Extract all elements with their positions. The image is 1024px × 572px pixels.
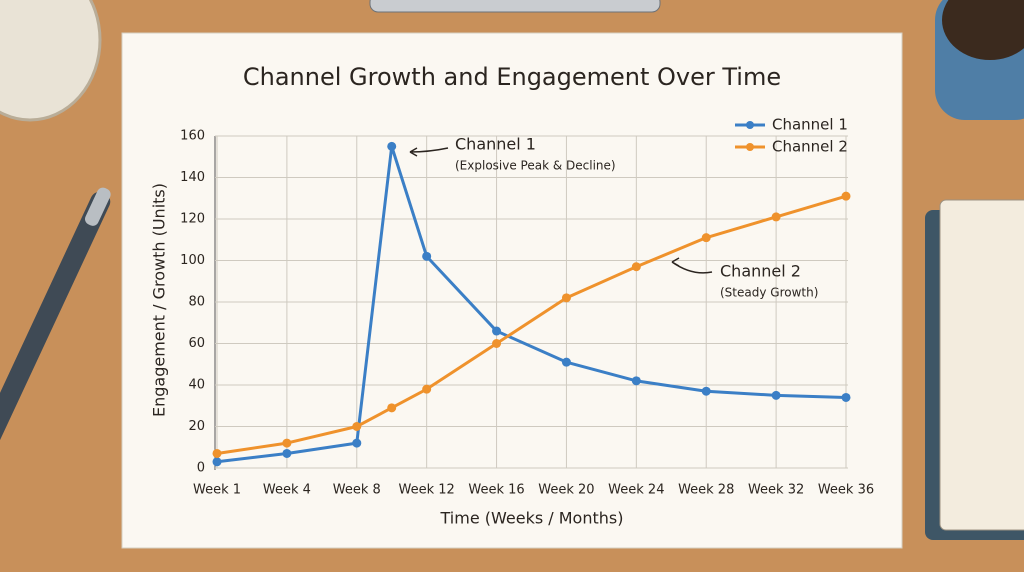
data-point <box>387 403 397 413</box>
legend-label: Channel 1 <box>772 116 848 134</box>
annotation-title: Channel 2 <box>720 262 801 281</box>
y-tick-label: 140 <box>180 170 205 185</box>
x-tick-label: Week 16 <box>468 483 524 498</box>
data-point <box>212 457 222 467</box>
x-tick-label: Week 4 <box>263 483 311 498</box>
annotation-text: (Steady Growth) <box>720 286 818 300</box>
y-tick-label: 60 <box>188 336 205 351</box>
y-tick-label: 80 <box>188 295 205 310</box>
y-tick-label: 0 <box>197 461 205 476</box>
data-point <box>352 422 362 431</box>
data-point <box>841 392 851 402</box>
x-tick-label: Week 12 <box>399 483 455 498</box>
data-point <box>352 438 362 448</box>
annotation-title: Channel 1 <box>455 135 536 154</box>
data-point <box>771 390 781 400</box>
x-tick-label: Week 28 <box>678 483 734 498</box>
data-point <box>841 191 851 201</box>
annotation-arrow <box>671 257 713 274</box>
data-point <box>387 141 397 151</box>
data-point <box>561 293 571 303</box>
chart-title: Channel Growth and Engagement Over Time <box>243 63 781 91</box>
y-tick-label: 20 <box>188 419 205 434</box>
data-point <box>282 438 292 448</box>
x-tick-label: Week 20 <box>538 483 594 498</box>
data-point <box>701 386 711 396</box>
data-point <box>422 251 432 261</box>
x-tick-label: Week 24 <box>608 483 664 498</box>
legend-marker <box>746 143 754 151</box>
data-point <box>282 448 292 458</box>
x-axis-label: Time (Weeks / Months) <box>440 509 624 528</box>
desk-decor <box>0 0 1024 540</box>
data-point <box>212 448 222 458</box>
y-tick-label: 40 <box>188 378 205 393</box>
legend-marker <box>746 121 754 129</box>
data-point <box>771 212 781 222</box>
x-tick-label: Week 36 <box>818 483 874 498</box>
data-point <box>492 339 502 348</box>
y-axis-label: Engagement / Growth (Units) <box>150 183 169 417</box>
y-tick-label: 120 <box>180 212 205 227</box>
legend-label: Channel 2 <box>772 138 848 156</box>
data-point <box>701 233 711 243</box>
x-tick-label: Week 32 <box>748 483 804 498</box>
data-point <box>631 376 641 386</box>
y-tick-label: 160 <box>180 129 205 144</box>
paper <box>121 32 903 549</box>
data-point <box>422 384 432 394</box>
y-tick-label: 100 <box>180 253 205 268</box>
data-point <box>561 357 571 367</box>
data-point <box>492 326 502 336</box>
annotation-arrow <box>409 147 449 157</box>
x-tick-label: Week 8 <box>333 483 381 498</box>
data-point <box>631 262 641 272</box>
x-tick-label: Week 1 <box>193 483 241 498</box>
annotation-text: (Explosive Peak & Decline) <box>455 159 616 173</box>
